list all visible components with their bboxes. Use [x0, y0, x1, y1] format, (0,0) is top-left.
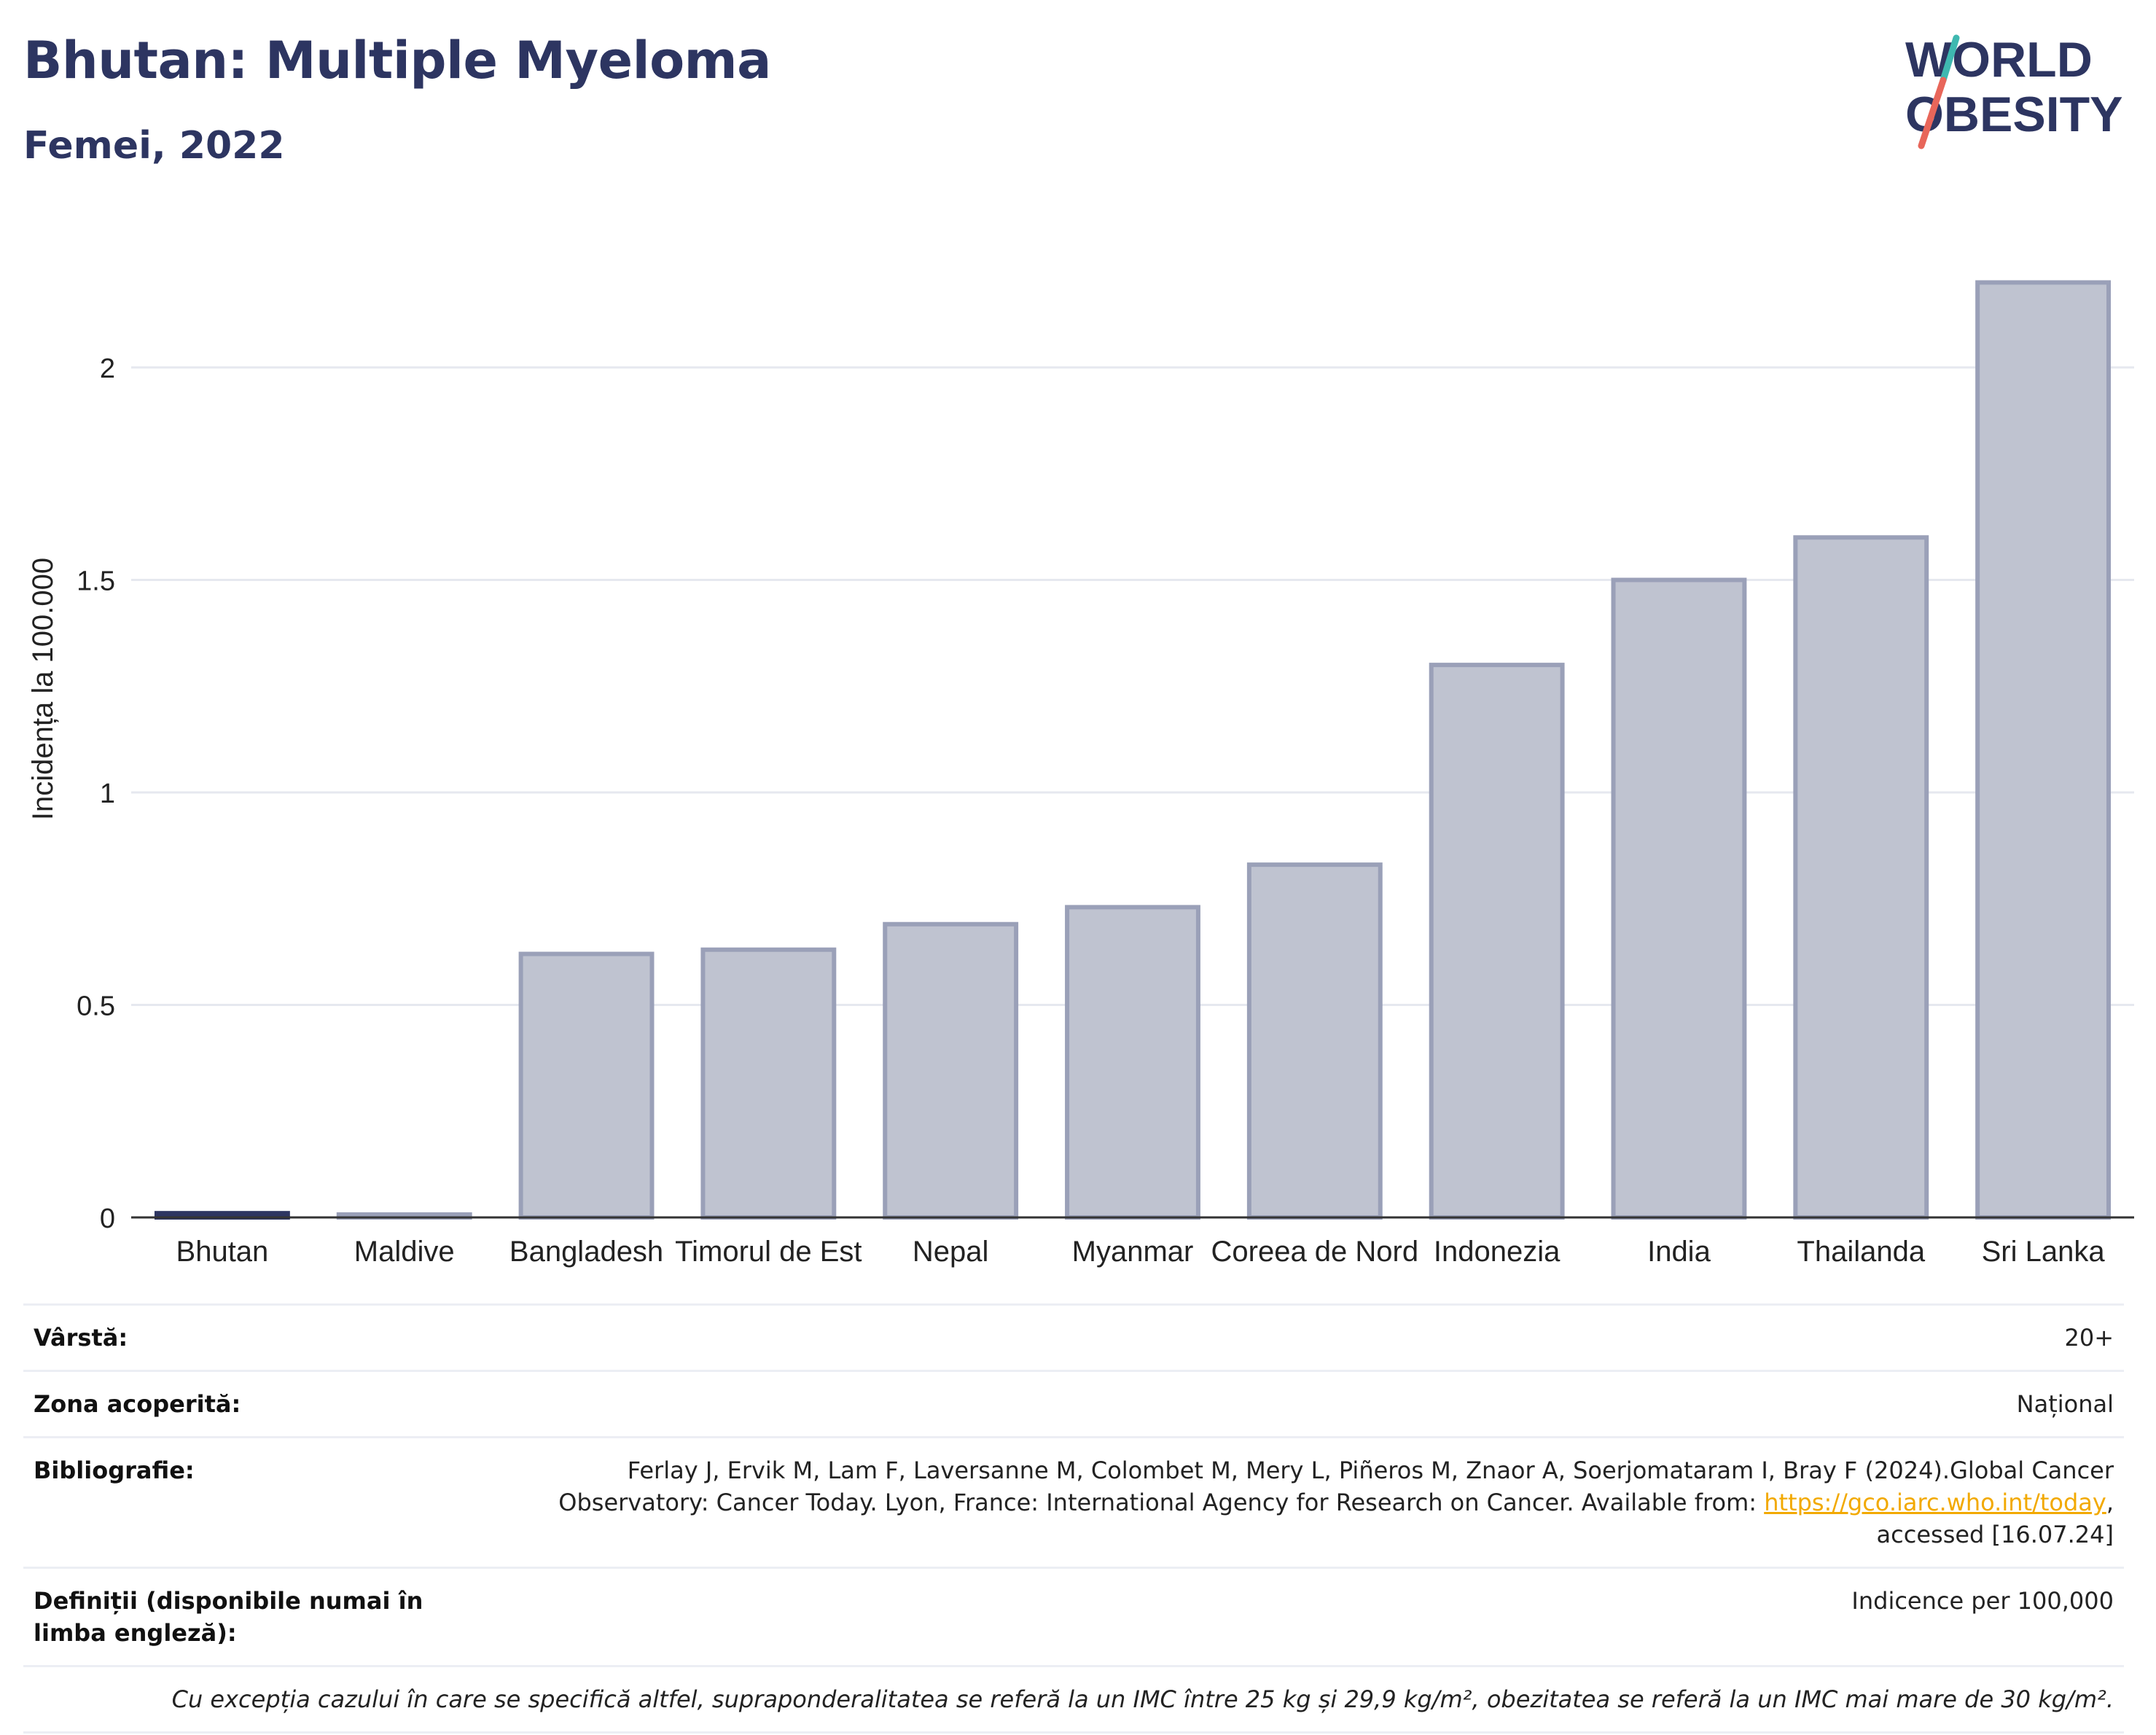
x-tick-label: Bangladesh	[509, 1236, 663, 1268]
definitions-value: Indicence per 100,000	[1851, 1587, 2114, 1615]
svg-text:OBESITY: OBESITY	[1905, 87, 2123, 142]
bar-nepal	[883, 921, 1019, 1220]
bar-bangladesh	[518, 951, 655, 1220]
x-tick-label: Sri Lanka	[1982, 1236, 2106, 1268]
bibliography-tail: , accessed [16.07.24]	[1876, 1489, 2114, 1548]
bar-sri-lanka	[1975, 280, 2112, 1220]
bibliography-label: Bibliografie:	[34, 1457, 195, 1484]
bar-coreea-de-nord	[1246, 862, 1383, 1220]
x-tick-label: Myanmar	[1072, 1236, 1194, 1268]
bar-timorul-de-est	[700, 947, 837, 1220]
y-tick-label: 1	[100, 779, 115, 809]
definitions-label: Definiții (disponibile numai în limba en…	[34, 1587, 423, 1647]
info-row-area: Zona acoperită: Național	[23, 1370, 2124, 1436]
x-tick-label: India	[1647, 1236, 1711, 1268]
x-tick-label: Nepal	[913, 1236, 989, 1268]
y-tick-label: 2	[100, 354, 115, 384]
info-row-bibliography: Bibliografie: Ferlay J, Ervik M, Lam F, …	[23, 1436, 2124, 1567]
world-obesity-logo: WORLD OBESITY	[1905, 32, 2123, 149]
x-tick-label: Maldive	[354, 1236, 455, 1268]
page-title: Bhutan: Multiple Myeloma	[23, 31, 771, 90]
bar-chart: 0 0.5 1 1.5 2 Bhutan Maldive Bangladesh Timorul…	[27, 280, 2134, 1268]
info-row-definitions: Definiții (disponibile numai în limba en…	[23, 1567, 2124, 1665]
y-tick-label: 1.5	[77, 566, 115, 597]
info-table: Vârstă: 20+ Zona acoperită: Național Bib…	[23, 1303, 2124, 1734]
svg-text:WORLD: WORLD	[1905, 32, 2093, 87]
bibliography-text: Ferlay J, Ervik M, Lam F, Laversanne M, …	[558, 1457, 2114, 1516]
age-label: Vârstă:	[34, 1324, 128, 1352]
area-value: Național	[2016, 1390, 2114, 1418]
age-value: 20+	[2064, 1324, 2114, 1352]
x-tick-label: Indonezia	[1434, 1236, 1561, 1268]
y-tick-label: 0	[100, 1204, 115, 1234]
bar-myanmar	[1065, 905, 1200, 1220]
x-tick-label: Bhutan	[176, 1236, 269, 1268]
x-tick-label: Thailanda	[1797, 1236, 1925, 1268]
bibliography-value: Ferlay J, Ervik M, Lam F, Laversanne M, …	[485, 1454, 2114, 1551]
x-tick-label: Timorul de Est	[675, 1236, 862, 1268]
bar-thailanda	[1793, 535, 1929, 1220]
info-note: Cu excepția cazului în care se specifică…	[23, 1665, 2124, 1734]
info-row-age: Vârstă: 20+	[23, 1303, 2124, 1370]
y-tick-label: 0.5	[77, 991, 115, 1022]
y-axis-label: Incidența la 100.000	[27, 558, 59, 820]
footnote-text: Cu excepția cazului în care se specifică…	[171, 1685, 2114, 1713]
area-label: Zona acoperită:	[34, 1390, 241, 1418]
bar-indonezia	[1429, 663, 1565, 1220]
x-tick-label: Coreea de Nord	[1211, 1236, 1419, 1268]
bibliography-link[interactable]: https://gco.iarc.who.int/today	[1764, 1489, 2106, 1516]
page-subtitle: Femei, 2022	[23, 124, 285, 168]
bar-india	[1611, 577, 1747, 1220]
